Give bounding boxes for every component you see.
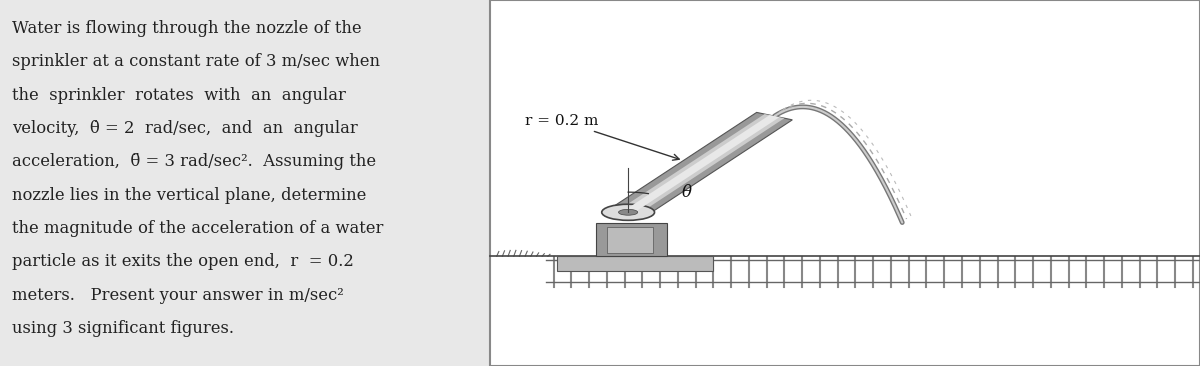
Text: Water is flowing through the nozzle of the: Water is flowing through the nozzle of t… [12, 20, 361, 37]
Circle shape [618, 209, 637, 215]
Polygon shape [611, 112, 792, 216]
Text: r = 0.2 m: r = 0.2 m [526, 114, 679, 160]
Polygon shape [596, 223, 667, 256]
Text: particle as it exits the open end,  r  = 0.2: particle as it exits the open end, r = 0… [12, 253, 354, 270]
Text: θ: θ [682, 184, 692, 201]
Polygon shape [607, 227, 653, 253]
Polygon shape [623, 115, 780, 213]
FancyBboxPatch shape [490, 0, 1200, 366]
Text: velocity,  θ̇ = 2  rad/sec,  and  an  angular: velocity, θ̇ = 2 rad/sec, and an angular [12, 120, 358, 137]
FancyBboxPatch shape [0, 0, 490, 366]
Text: meters.   Present your answer in m/sec²: meters. Present your answer in m/sec² [12, 287, 343, 303]
Polygon shape [618, 114, 785, 214]
Text: nozzle lies in the vertical plane, determine: nozzle lies in the vertical plane, deter… [12, 187, 366, 203]
Text: using 3 significant figures.: using 3 significant figures. [12, 320, 234, 337]
Text: the magnitude of the acceleration of a water: the magnitude of the acceleration of a w… [12, 220, 383, 237]
Polygon shape [557, 256, 713, 271]
Text: sprinkler at a constant rate of 3 m/sec when: sprinkler at a constant rate of 3 m/sec … [12, 53, 380, 70]
Text: acceleration,  θ̈ = 3 rad/sec².  Assuming the: acceleration, θ̈ = 3 rad/sec². Assuming … [12, 153, 376, 170]
Text: the  sprinkler  rotates  with  an  angular: the sprinkler rotates with an angular [12, 87, 346, 104]
Circle shape [601, 204, 654, 220]
